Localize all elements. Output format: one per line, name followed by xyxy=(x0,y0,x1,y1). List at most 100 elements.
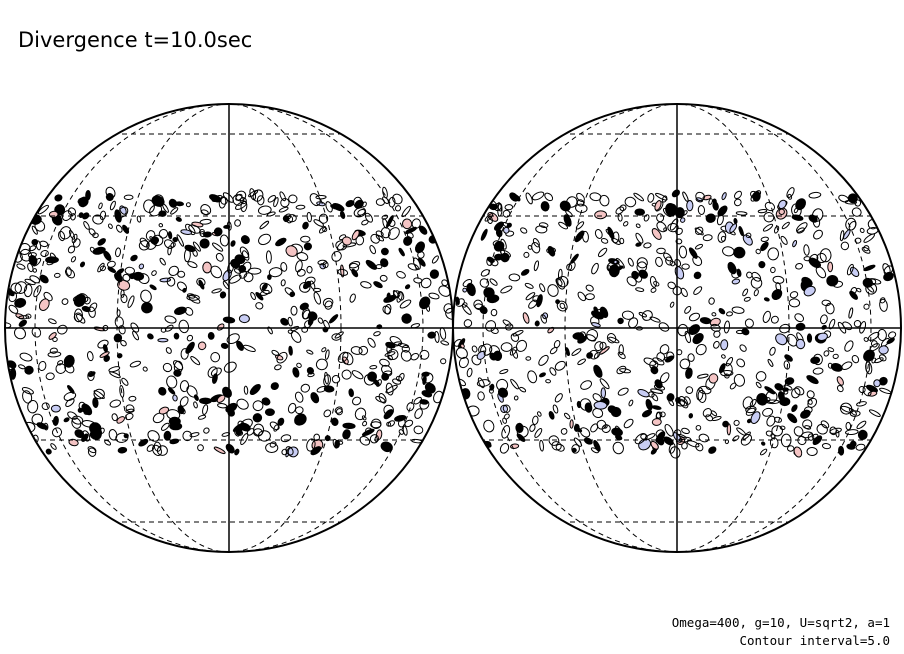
contour xyxy=(694,243,704,250)
contour xyxy=(780,235,788,245)
contour xyxy=(489,278,498,286)
contour xyxy=(643,242,652,249)
contour xyxy=(528,299,538,309)
contour xyxy=(166,276,176,287)
contour xyxy=(838,194,849,203)
contour xyxy=(399,299,412,309)
contour xyxy=(783,360,791,370)
contour xyxy=(267,326,273,335)
contour xyxy=(765,430,773,437)
contour xyxy=(382,305,391,315)
contour xyxy=(571,348,582,356)
contour xyxy=(392,193,403,205)
contour xyxy=(63,391,77,401)
contour xyxy=(664,423,674,437)
contour xyxy=(335,408,343,416)
contour xyxy=(827,347,835,353)
contour xyxy=(71,415,84,425)
contour xyxy=(638,312,647,318)
contour xyxy=(102,324,109,332)
contour xyxy=(207,366,218,378)
contour xyxy=(309,280,316,290)
contour xyxy=(197,341,207,351)
contour xyxy=(322,227,328,233)
contour xyxy=(553,340,561,349)
contour xyxy=(856,401,867,407)
contour xyxy=(349,293,356,303)
contour xyxy=(688,324,701,336)
contour xyxy=(350,346,363,355)
contour xyxy=(32,257,42,267)
contour xyxy=(185,202,191,208)
contour xyxy=(46,260,54,266)
contour xyxy=(48,318,57,325)
contour xyxy=(722,420,729,428)
contour xyxy=(839,402,853,415)
contour xyxy=(97,429,103,439)
contour xyxy=(510,443,520,449)
contour xyxy=(54,272,61,278)
contour xyxy=(733,246,746,259)
contour xyxy=(370,233,381,244)
contour xyxy=(554,393,563,403)
contour xyxy=(140,289,152,303)
contour xyxy=(261,283,268,291)
contour xyxy=(577,291,587,302)
contour xyxy=(33,285,42,298)
contour xyxy=(577,358,586,366)
contour xyxy=(354,199,364,209)
contour xyxy=(843,229,851,240)
contour xyxy=(129,360,142,368)
contour xyxy=(67,207,77,216)
contour xyxy=(636,261,648,273)
contour xyxy=(839,230,845,242)
contour xyxy=(743,296,751,302)
contour xyxy=(292,367,300,378)
contour xyxy=(557,275,569,288)
contour xyxy=(238,314,250,324)
contour xyxy=(250,292,256,300)
contour xyxy=(164,315,177,324)
contour xyxy=(151,270,157,276)
contour xyxy=(394,205,402,212)
contour xyxy=(173,332,180,340)
contour xyxy=(663,436,674,446)
contour xyxy=(806,333,813,343)
contour xyxy=(398,429,404,435)
contour xyxy=(49,347,58,354)
contour xyxy=(367,371,378,382)
contour xyxy=(711,415,722,422)
contour xyxy=(827,362,833,369)
contour xyxy=(585,293,595,301)
contour xyxy=(306,349,314,355)
contour xyxy=(466,282,476,297)
contour xyxy=(179,380,190,393)
contour xyxy=(158,228,169,239)
contour xyxy=(378,393,387,404)
contour xyxy=(300,383,311,393)
contour xyxy=(735,211,748,216)
contour xyxy=(273,197,279,208)
contour xyxy=(679,358,691,370)
contour xyxy=(500,249,511,258)
contour xyxy=(811,433,819,440)
contour xyxy=(200,209,209,215)
contour xyxy=(170,207,179,215)
contour xyxy=(147,333,154,340)
contour xyxy=(685,386,694,394)
contour xyxy=(43,422,49,431)
contour xyxy=(511,349,519,359)
contour xyxy=(70,256,77,263)
contour xyxy=(65,266,72,277)
contour xyxy=(114,209,122,223)
contour xyxy=(791,387,801,399)
contour xyxy=(812,367,824,375)
contour xyxy=(49,252,58,263)
contour xyxy=(778,199,787,210)
contour xyxy=(500,342,513,352)
contour xyxy=(742,431,751,440)
contour xyxy=(681,427,690,435)
contour xyxy=(369,245,377,255)
contour xyxy=(162,362,173,373)
contour xyxy=(220,342,229,349)
